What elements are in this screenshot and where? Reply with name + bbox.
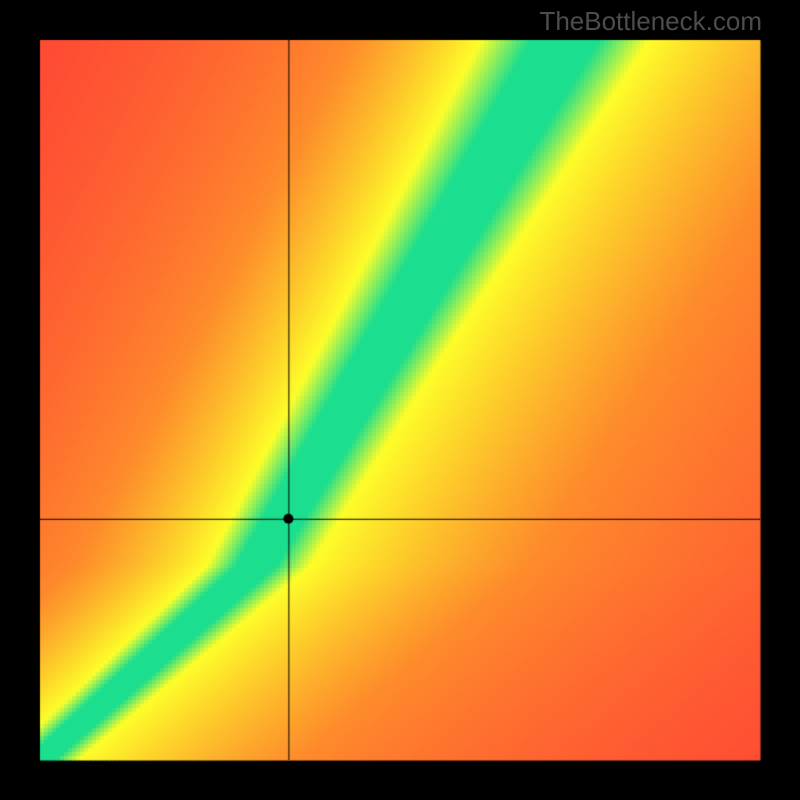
chart-container: TheBottleneck.com bbox=[0, 0, 800, 800]
bottleneck-heatmap bbox=[0, 0, 800, 800]
watermark-text: TheBottleneck.com bbox=[539, 6, 762, 37]
